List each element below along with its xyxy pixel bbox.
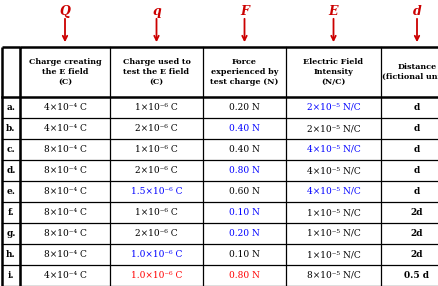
Text: E: E — [328, 5, 338, 18]
Text: q: q — [152, 5, 160, 18]
Text: 1×10⁻⁵ N/C: 1×10⁻⁵ N/C — [306, 229, 360, 238]
Text: 2×10⁻⁶ C: 2×10⁻⁶ C — [135, 166, 177, 175]
Text: 0.10 N: 0.10 N — [229, 250, 259, 259]
Text: d: d — [413, 166, 419, 175]
Text: Force
experienced by
test charge (N): Force experienced by test charge (N) — [210, 58, 278, 86]
Text: 4×10⁻⁵ N/C: 4×10⁻⁵ N/C — [306, 166, 360, 175]
Text: 4×10⁻⁴ C: 4×10⁻⁴ C — [43, 103, 86, 112]
Text: 2×10⁻⁶ C: 2×10⁻⁶ C — [135, 124, 177, 133]
Text: h.: h. — [6, 250, 16, 259]
Text: 1.0×10⁻⁶ C: 1.0×10⁻⁶ C — [131, 250, 182, 259]
Text: 0.80 N: 0.80 N — [229, 271, 259, 280]
Text: Charge used to
test the E field
(C): Charge used to test the E field (C) — [122, 58, 190, 86]
Text: 2d: 2d — [410, 208, 422, 217]
Text: d: d — [413, 103, 419, 112]
Text: f.: f. — [7, 208, 14, 217]
Text: g.: g. — [6, 229, 16, 238]
Text: d: d — [413, 124, 419, 133]
Text: d.: d. — [6, 166, 16, 175]
Text: 8×10⁻⁴ C: 8×10⁻⁴ C — [43, 145, 86, 154]
Text: 2×10⁻⁵ N/C: 2×10⁻⁵ N/C — [306, 103, 360, 112]
Text: 8×10⁻⁴ C: 8×10⁻⁴ C — [43, 208, 86, 217]
Text: 8×10⁻⁴ C: 8×10⁻⁴ C — [43, 250, 86, 259]
Text: 0.5 d: 0.5 d — [403, 271, 428, 280]
Text: 2d: 2d — [410, 229, 422, 238]
Text: i.: i. — [8, 271, 14, 280]
Text: 0.60 N: 0.60 N — [229, 187, 259, 196]
Text: a.: a. — [7, 103, 15, 112]
Text: F: F — [240, 5, 248, 18]
Text: 4×10⁻⁵ N/C: 4×10⁻⁵ N/C — [306, 187, 360, 196]
Text: 8×10⁻⁴ C: 8×10⁻⁴ C — [43, 229, 86, 238]
Text: 1×10⁻⁶ C: 1×10⁻⁶ C — [135, 103, 177, 112]
Text: 1.5×10⁻⁶ C: 1.5×10⁻⁶ C — [131, 187, 182, 196]
Text: Distance
(fictional units): Distance (fictional units) — [381, 63, 438, 81]
Text: 0.40 N: 0.40 N — [229, 124, 259, 133]
Text: 1×10⁻⁶ C: 1×10⁻⁶ C — [135, 145, 177, 154]
Text: 4×10⁻⁴ C: 4×10⁻⁴ C — [43, 271, 86, 280]
Text: d: d — [413, 145, 419, 154]
Text: Electric Field
Intensity
(N/C): Electric Field Intensity (N/C) — [303, 58, 363, 86]
Text: 0.20 N: 0.20 N — [229, 229, 259, 238]
Text: 1×10⁻⁶ C: 1×10⁻⁶ C — [135, 208, 177, 217]
Text: 2d: 2d — [410, 250, 422, 259]
Text: d: d — [413, 187, 419, 196]
Text: 2×10⁻⁵ N/C: 2×10⁻⁵ N/C — [306, 124, 360, 133]
Text: 8×10⁻⁵ N/C: 8×10⁻⁵ N/C — [306, 271, 360, 280]
Text: 4×10⁻⁵ N/C: 4×10⁻⁵ N/C — [306, 145, 360, 154]
Text: 1×10⁻⁵ N/C: 1×10⁻⁵ N/C — [306, 208, 360, 217]
Text: 1.0×10⁻⁶ C: 1.0×10⁻⁶ C — [131, 271, 182, 280]
Text: 0.40 N: 0.40 N — [229, 145, 259, 154]
Text: Charge creating
the E field
(C): Charge creating the E field (C) — [28, 58, 101, 86]
Text: 8×10⁻⁴ C: 8×10⁻⁴ C — [43, 187, 86, 196]
Text: 1×10⁻⁵ N/C: 1×10⁻⁵ N/C — [306, 250, 360, 259]
Text: e.: e. — [7, 187, 15, 196]
Text: b.: b. — [6, 124, 16, 133]
Text: 2×10⁻⁶ C: 2×10⁻⁶ C — [135, 229, 177, 238]
Text: d: d — [412, 5, 420, 18]
Text: c.: c. — [7, 145, 15, 154]
Text: 0.80 N: 0.80 N — [229, 166, 259, 175]
Text: 0.10 N: 0.10 N — [229, 208, 259, 217]
Text: 0.20 N: 0.20 N — [229, 103, 259, 112]
Text: Q: Q — [60, 5, 70, 18]
Text: 4×10⁻⁴ C: 4×10⁻⁴ C — [43, 124, 86, 133]
Text: 8×10⁻⁴ C: 8×10⁻⁴ C — [43, 166, 86, 175]
